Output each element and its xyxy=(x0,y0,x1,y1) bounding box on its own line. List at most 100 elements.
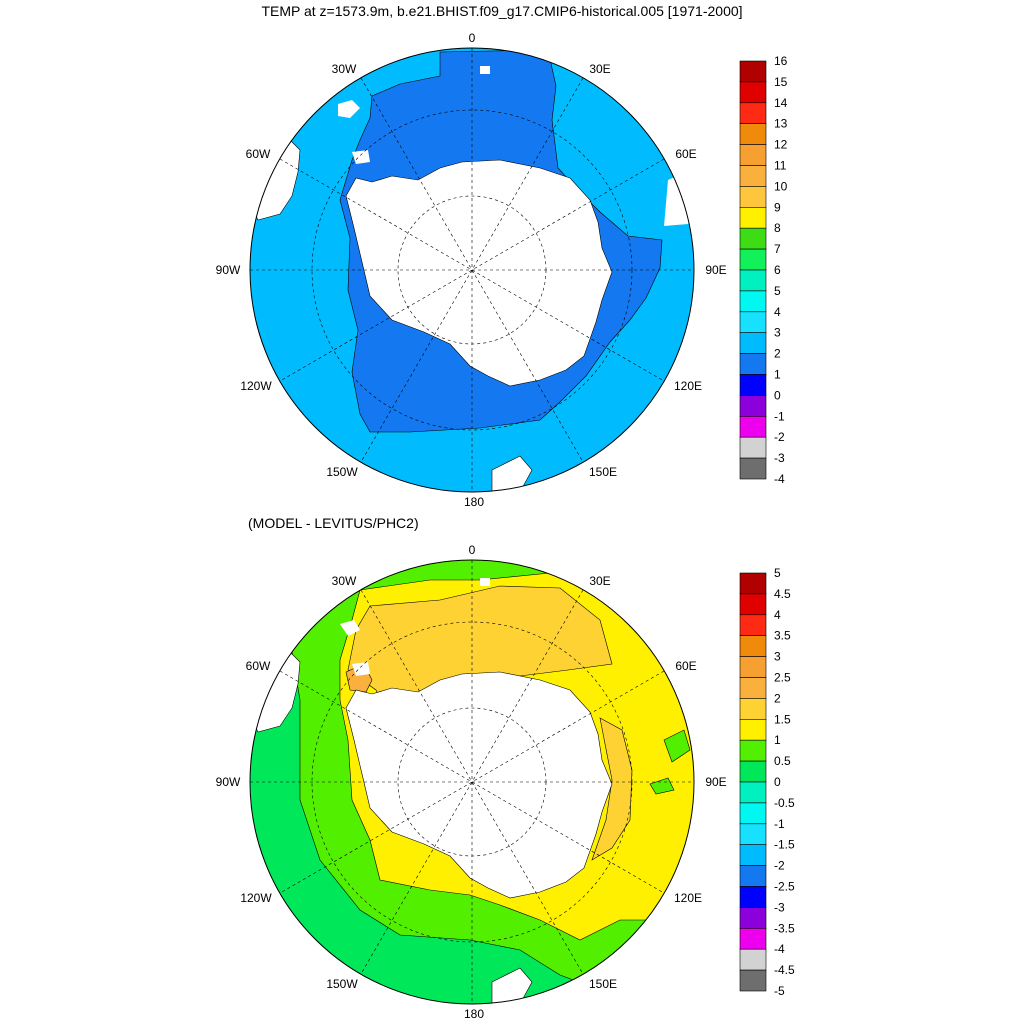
colorbar-swatch xyxy=(739,614,767,636)
colorbar-swatch xyxy=(739,60,767,83)
colorbar-swatch xyxy=(739,165,767,187)
temp-antarctica xyxy=(345,159,613,387)
diff-island xyxy=(480,578,490,586)
lon-label: 180 xyxy=(464,495,484,509)
diff-green-spot xyxy=(663,729,691,763)
colorbar-swatch xyxy=(739,844,767,866)
colorbar-tick-label: -3.5 xyxy=(774,921,795,935)
lon-label: 30E xyxy=(589,574,610,588)
diff-island xyxy=(352,662,370,676)
colorbar-tick-label: 4.5 xyxy=(774,587,791,601)
lon-label: 90E xyxy=(705,263,726,277)
colorbar-tick-label: 3 xyxy=(774,326,781,340)
temp-island xyxy=(338,100,360,118)
lon-label: 30W xyxy=(332,574,357,588)
diff-map-border xyxy=(249,559,695,1005)
colorbar-swatch xyxy=(739,656,767,678)
colorbar-tick-label: 13 xyxy=(774,117,788,131)
colorbar-tick-label: 12 xyxy=(774,138,788,152)
colorbar-swatch xyxy=(739,802,767,825)
colorbar-tick-label: 4 xyxy=(774,305,781,319)
diff-band-1p5-east xyxy=(591,717,633,861)
colorbar-tick-label: 1.5 xyxy=(774,712,791,726)
lon-label: 60W xyxy=(246,147,271,161)
temp-island xyxy=(352,150,370,164)
diff-lon-labels: 0 30E 60E 90E 120E 150E 180 150W 120W 90… xyxy=(216,543,727,1021)
colorbar-tick-label: 5 xyxy=(774,566,781,580)
colorbar-tick-label: 2.5 xyxy=(774,671,791,685)
colorbar-swatch xyxy=(739,969,767,992)
temp-panel: TEMP at z=1573.9m, b.e21.BHIST.f09_g17.C… xyxy=(216,3,788,509)
colorbar-swatch xyxy=(739,907,767,929)
colorbar-swatch xyxy=(739,572,767,595)
lon-label: 0 xyxy=(469,31,476,45)
colorbar-tick-label: -4.5 xyxy=(774,963,795,977)
colorbar-swatch xyxy=(739,186,767,208)
colorbar-tick-label: -1 xyxy=(774,409,785,423)
colorbar-tick-label: 14 xyxy=(774,96,788,110)
temp-graticule xyxy=(250,48,694,492)
colorbar-tick-label: 6 xyxy=(774,263,781,277)
diff-colorbar: 5 4.5 4 3.5 3 2.5 2 1.5 1 0.5 0 -0.5 -1 -1.5 -2 -2.5 -3 -… xyxy=(739,566,795,998)
colorbar-swatch xyxy=(739,227,767,250)
colorbar-swatch xyxy=(739,395,767,417)
colorbar-tick-label: -2 xyxy=(774,430,785,444)
temp-new-zealand xyxy=(491,455,533,492)
colorbar-swatch xyxy=(739,781,767,804)
colorbar-tick-label: 7 xyxy=(774,242,781,256)
colorbar-tick-label: -1 xyxy=(774,817,785,831)
temp-title: TEMP at z=1573.9m, b.e21.BHIST.f09_g17.C… xyxy=(261,3,742,19)
colorbar-tick-label: 0 xyxy=(774,775,781,789)
colorbar-swatch xyxy=(739,886,767,908)
colorbar-swatch xyxy=(739,102,767,125)
colorbar-swatch xyxy=(739,593,767,616)
lon-label: 150W xyxy=(326,465,358,479)
colorbar-tick-label: 3.5 xyxy=(774,629,791,643)
temp-island xyxy=(480,66,490,74)
temp-lon-labels: 0 30E 60E 90E 120E 150E 180 150W 120W 90… xyxy=(216,31,727,509)
colorbar-tick-label: 4 xyxy=(774,608,781,622)
colorbar-swatch xyxy=(739,290,767,313)
diff-new-zealand xyxy=(491,967,533,1004)
colorbar-tick-label: 0.5 xyxy=(774,754,791,768)
lon-label: 60E xyxy=(675,147,696,161)
lon-label: 90W xyxy=(216,775,241,789)
colorbar-tick-label: 2 xyxy=(774,347,781,361)
diff-antarctica xyxy=(345,671,613,899)
colorbar-tick-label: -4 xyxy=(774,472,785,486)
lon-label: 120E xyxy=(674,379,702,393)
diff-panel: (MODEL - LEVITUS/PHC2) xyxy=(216,515,795,1021)
colorbar-swatch xyxy=(739,436,767,459)
lon-label: 150E xyxy=(589,977,617,991)
colorbar-tick-label: -3 xyxy=(774,900,785,914)
lon-label: 120W xyxy=(240,891,272,905)
lon-label: 180 xyxy=(464,1007,484,1021)
colorbar-tick-label: 8 xyxy=(774,221,781,235)
lon-label: 90E xyxy=(705,775,726,789)
colorbar-swatch xyxy=(739,457,767,480)
diff-title: (MODEL - LEVITUS/PHC2) xyxy=(248,515,419,531)
colorbar-tick-label: 16 xyxy=(774,54,788,68)
diff-green-spot xyxy=(649,777,675,795)
colorbar-swatch xyxy=(739,374,767,396)
colorbar-swatch xyxy=(739,311,767,333)
colorbar-tick-label: -2.5 xyxy=(774,880,795,894)
colorbar-swatch xyxy=(739,123,767,145)
lon-label: 30E xyxy=(589,62,610,76)
colorbar-tick-label: 2 xyxy=(774,691,781,705)
diff-island xyxy=(340,620,360,636)
colorbar-tick-label: -3 xyxy=(774,451,785,465)
colorbar-swatch xyxy=(739,677,767,699)
colorbar-tick-label: 5 xyxy=(774,284,781,298)
colorbar-tick-label: -0.5 xyxy=(774,796,795,810)
colorbar-tick-label: 1 xyxy=(774,733,781,747)
lon-label: 150W xyxy=(326,977,358,991)
colorbar-tick-label: 3 xyxy=(774,650,781,664)
colorbar-tick-label: 11 xyxy=(774,159,787,173)
colorbar-tick-label: -4 xyxy=(774,942,785,956)
lon-label: 30W xyxy=(332,62,357,76)
colorbar-swatch xyxy=(739,865,767,887)
colorbar-tick-label: 1 xyxy=(774,368,781,382)
